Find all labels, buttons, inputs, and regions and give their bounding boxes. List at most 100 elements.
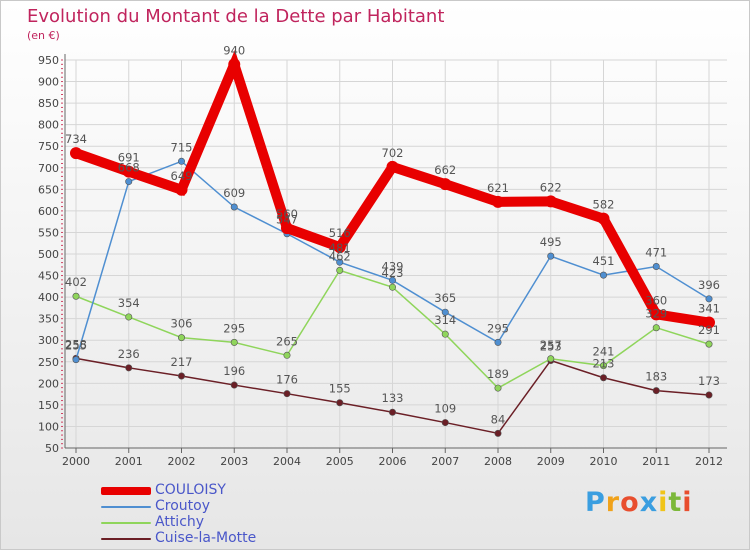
legend-label: Cuise-la-Motte xyxy=(155,530,257,546)
data-label: 176 xyxy=(276,373,298,387)
data-label: 582 xyxy=(593,198,615,212)
data-label: 691 xyxy=(118,151,140,165)
data-label: 258 xyxy=(65,337,87,351)
data-label: 341 xyxy=(698,302,720,316)
data-point xyxy=(125,178,133,186)
y-tick-label: 650 xyxy=(38,183,59,196)
data-label: 560 xyxy=(276,207,298,221)
data-label: 236 xyxy=(118,347,140,361)
y-tick-label: 350 xyxy=(38,313,59,326)
data-point xyxy=(333,241,346,254)
data-point xyxy=(544,195,557,208)
data-label: 255 xyxy=(65,339,87,353)
data-label: 84 xyxy=(491,412,506,426)
data-point xyxy=(652,263,660,271)
logo-letter: P xyxy=(585,487,606,518)
y-tick-label: 950 xyxy=(38,54,59,67)
data-label: 396 xyxy=(698,278,720,292)
data-point xyxy=(547,252,555,260)
legend-swatch xyxy=(101,506,151,508)
data-label: 940 xyxy=(223,43,245,57)
data-label: 702 xyxy=(382,146,404,160)
data-label: 133 xyxy=(382,391,404,405)
data-point xyxy=(441,308,449,316)
legend-swatch xyxy=(101,538,151,540)
data-point xyxy=(281,222,293,235)
data-point xyxy=(230,338,238,346)
data-label: 734 xyxy=(65,132,87,146)
x-tick-label: 2001 xyxy=(115,455,143,468)
data-label: 462 xyxy=(329,249,351,263)
x-tick-label: 2002 xyxy=(168,455,196,468)
data-label: 253 xyxy=(540,339,562,353)
data-label: 295 xyxy=(223,321,245,335)
y-tick-label: 50 xyxy=(45,442,59,455)
logo-letter: i xyxy=(682,487,693,518)
data-point xyxy=(599,271,607,279)
data-point xyxy=(492,195,504,208)
data-label: 547 xyxy=(276,213,298,227)
data-point xyxy=(547,355,555,363)
legend-label: Attichy xyxy=(155,514,205,530)
y-tick-label: 200 xyxy=(38,377,59,390)
data-point xyxy=(705,295,713,303)
data-point xyxy=(228,58,241,71)
logo-letter: r xyxy=(605,487,621,518)
data-label: 189 xyxy=(487,367,509,381)
data-point xyxy=(652,324,660,332)
data-label: 621 xyxy=(487,181,509,195)
data-label: 423 xyxy=(382,266,404,280)
data-label: 481 xyxy=(329,241,351,255)
data-point xyxy=(705,391,713,399)
data-label: 196 xyxy=(223,364,245,378)
data-point xyxy=(125,364,133,372)
data-point xyxy=(178,372,186,380)
y-tick-label: 400 xyxy=(38,291,59,304)
data-point xyxy=(336,266,344,274)
y-tick-label: 150 xyxy=(38,399,59,412)
data-label: 257 xyxy=(540,338,562,352)
logo-letter: i xyxy=(658,487,669,518)
data-point xyxy=(494,384,502,392)
data-point xyxy=(230,381,238,389)
data-point xyxy=(441,419,449,427)
y-tick-label: 250 xyxy=(38,356,59,369)
data-point xyxy=(705,340,713,348)
data-point xyxy=(72,292,80,300)
y-tick-label: 100 xyxy=(38,420,59,433)
data-label: 649 xyxy=(171,169,193,183)
data-label: 354 xyxy=(118,296,140,310)
y-tick-label: 600 xyxy=(38,205,59,218)
data-point xyxy=(494,429,502,437)
logo-letter: o xyxy=(620,487,640,518)
data-point xyxy=(441,330,449,338)
data-label: 451 xyxy=(593,254,615,268)
logo-letter: x xyxy=(639,487,659,518)
data-point xyxy=(175,183,188,196)
data-point xyxy=(72,356,80,364)
data-label: 360 xyxy=(645,293,667,307)
data-label: 402 xyxy=(65,275,87,289)
data-label: 213 xyxy=(593,357,615,371)
x-tick-label: 2007 xyxy=(431,455,459,468)
y-tick-label: 900 xyxy=(38,76,59,89)
x-tick-label: 2006 xyxy=(379,455,407,468)
legend-swatch xyxy=(101,522,151,524)
data-point xyxy=(178,334,186,342)
data-point xyxy=(650,308,663,321)
chart-title: Evolution du Montant de la Dette par Hab… xyxy=(27,6,445,27)
data-label: 495 xyxy=(540,235,562,249)
data-label: 365 xyxy=(434,291,456,305)
data-label: 668 xyxy=(118,161,140,175)
data-point xyxy=(70,147,82,160)
y-tick-label: 450 xyxy=(38,270,59,283)
data-label: 173 xyxy=(698,374,720,388)
data-point xyxy=(122,165,135,178)
y-tick-label: 800 xyxy=(38,119,59,132)
data-point xyxy=(178,157,186,165)
data-label: 217 xyxy=(171,355,193,369)
data-label: 295 xyxy=(487,321,509,335)
data-point xyxy=(388,283,396,291)
x-tick-label: 2009 xyxy=(537,455,565,468)
